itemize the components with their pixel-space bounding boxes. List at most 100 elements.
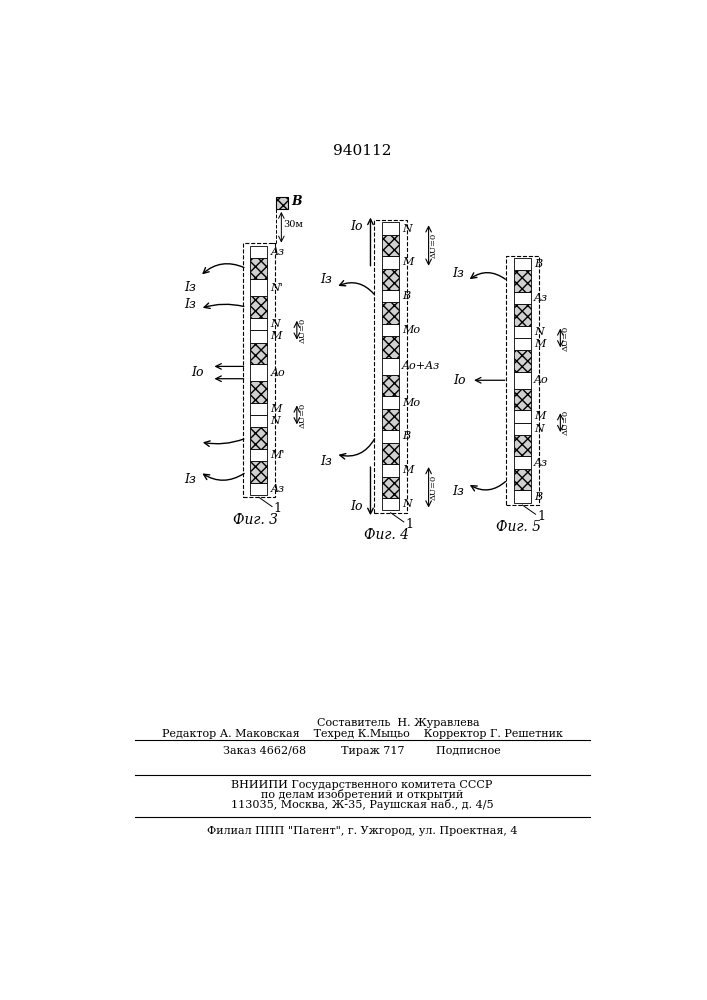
Text: Aз: Aз xyxy=(271,247,285,257)
Text: Филиал ППП "Патент", г. Ужгород, ул. Проектная, 4: Филиал ППП "Патент", г. Ужгород, ул. Про… xyxy=(206,826,518,836)
Text: Iз: Iз xyxy=(320,455,332,468)
Bar xyxy=(382,409,399,430)
Bar xyxy=(250,330,267,343)
Text: N: N xyxy=(534,327,544,337)
Bar xyxy=(382,464,399,477)
Text: N: N xyxy=(534,424,544,434)
Text: Ao: Ao xyxy=(534,375,549,385)
Bar xyxy=(250,381,267,403)
Bar xyxy=(514,372,531,389)
Bar xyxy=(514,304,531,326)
Bar xyxy=(514,292,531,304)
Text: ΔU=0: ΔU=0 xyxy=(298,318,306,343)
Text: Iз: Iз xyxy=(320,273,332,286)
Bar xyxy=(382,358,399,375)
Bar xyxy=(250,427,267,449)
Bar xyxy=(250,483,267,495)
Bar xyxy=(243,243,275,497)
Text: N': N' xyxy=(271,283,284,293)
Bar xyxy=(382,235,399,256)
Text: Aз: Aз xyxy=(271,484,285,494)
Text: Ao+Aз: Ao+Aз xyxy=(402,361,440,371)
Bar xyxy=(514,490,531,503)
Bar xyxy=(514,338,531,350)
Bar xyxy=(514,270,531,292)
Text: M: M xyxy=(534,411,545,421)
Bar xyxy=(514,410,531,423)
Bar xyxy=(382,396,399,409)
Bar xyxy=(382,498,399,510)
Text: 113035, Москва, Ж-35, Раушская наб., д. 4/5: 113035, Москва, Ж-35, Раушская наб., д. … xyxy=(230,799,493,810)
Text: Составитель  Н. Журавлева: Составитель Н. Журавлева xyxy=(317,718,479,728)
Bar xyxy=(514,423,531,435)
Bar xyxy=(382,222,399,235)
Bar xyxy=(250,318,267,330)
Bar xyxy=(514,350,531,372)
Text: 1: 1 xyxy=(274,502,281,515)
Text: B: B xyxy=(402,291,410,301)
Text: Iз: Iз xyxy=(452,485,464,498)
Text: M: M xyxy=(402,465,414,475)
Text: Iз: Iз xyxy=(184,281,196,294)
Bar xyxy=(382,430,399,443)
Text: Заказ 4662/68          Тираж 717         Подписное: Заказ 4662/68 Тираж 717 Подписное xyxy=(223,746,501,756)
Text: Фиг. 5: Фиг. 5 xyxy=(496,520,541,534)
Bar xyxy=(382,443,399,464)
Bar xyxy=(506,256,539,505)
Bar xyxy=(374,220,407,513)
Bar xyxy=(382,336,399,358)
Text: Фиг. 3: Фиг. 3 xyxy=(233,513,278,527)
Bar xyxy=(514,469,531,490)
Bar xyxy=(382,290,399,302)
Bar xyxy=(250,364,267,381)
Text: ΔU=0: ΔU=0 xyxy=(562,410,570,435)
Text: Io: Io xyxy=(453,374,466,387)
Bar xyxy=(250,449,267,461)
Bar xyxy=(250,403,267,415)
Bar xyxy=(250,279,267,296)
Text: B: B xyxy=(402,431,410,441)
Bar xyxy=(250,415,267,427)
Text: Mo: Mo xyxy=(402,398,421,408)
Bar xyxy=(250,343,267,364)
Bar xyxy=(514,389,531,410)
Text: M: M xyxy=(402,257,414,267)
Bar xyxy=(250,461,267,483)
Text: M: M xyxy=(271,404,282,414)
Text: Iз: Iз xyxy=(184,298,196,311)
Bar xyxy=(382,302,399,324)
Bar xyxy=(514,326,531,338)
Text: Io: Io xyxy=(350,220,363,233)
Text: B: B xyxy=(534,259,542,269)
Text: ΔU=0: ΔU=0 xyxy=(430,233,438,258)
Bar xyxy=(382,375,399,396)
Text: ΔU=0: ΔU=0 xyxy=(562,325,570,351)
Text: ВНИИПИ Государственного комитета СССР: ВНИИПИ Государственного комитета СССР xyxy=(231,780,493,790)
Bar xyxy=(382,477,399,498)
Text: Io: Io xyxy=(192,366,204,379)
Text: ΔU=0: ΔU=0 xyxy=(430,475,438,500)
Bar xyxy=(250,296,267,318)
Text: 30м: 30м xyxy=(284,220,303,229)
Text: Ao: Ao xyxy=(271,368,285,378)
Text: по делам изобретений и открытий: по делам изобретений и открытий xyxy=(261,789,463,800)
Text: Aз: Aз xyxy=(534,458,548,468)
Text: Фиг. 4: Фиг. 4 xyxy=(364,528,409,542)
Text: Aз: Aз xyxy=(534,293,548,303)
Text: 1: 1 xyxy=(405,518,414,531)
Bar xyxy=(250,246,267,258)
Bar xyxy=(276,197,288,209)
Text: Iз: Iз xyxy=(184,473,196,486)
Bar xyxy=(382,324,399,336)
Bar xyxy=(382,269,399,290)
Bar xyxy=(382,256,399,269)
Text: M': M' xyxy=(271,450,285,460)
Text: 1: 1 xyxy=(537,510,545,523)
Text: N: N xyxy=(271,416,280,426)
Bar xyxy=(250,258,267,279)
Text: ΔU=0: ΔU=0 xyxy=(298,402,306,428)
Text: M: M xyxy=(271,331,282,341)
Bar xyxy=(514,456,531,469)
Text: Редактор А. Маковская    Техред К.Мыцьо    Корректор Г. Решетник: Редактор А. Маковская Техред К.Мыцьо Кор… xyxy=(161,729,562,739)
Text: M: M xyxy=(534,339,545,349)
